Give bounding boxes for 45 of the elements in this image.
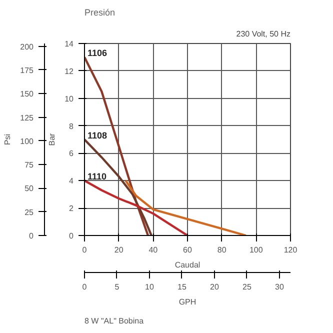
x2-tick-label: 15: [178, 282, 187, 292]
y-tick-label: 6: [69, 149, 74, 158]
text: 230 Volt, 50 Hz: [236, 30, 291, 38]
x2-tick-label: 20: [210, 282, 220, 292]
x2-axis-title: GPH: [178, 298, 196, 306]
chart-title: Presión: [84, 8, 116, 18]
x-tick-label: 100: [249, 246, 264, 254]
y2-tick-label: 0: [29, 232, 34, 240]
x-tick-label: 0: [82, 246, 88, 254]
x-axis-title: Caudal: [174, 260, 200, 270]
y-tick-label: 10: [64, 94, 74, 104]
y-tick-label: 14: [64, 40, 74, 48]
x-tick-label: 60: [183, 246, 192, 254]
y2-axis-title: Psi: [3, 134, 12, 146]
line-series: [84, 180, 189, 236]
y-tick-label: 8: [69, 122, 74, 131]
x2-tick-label: 25: [242, 282, 252, 292]
y2-tick-label: 175: [20, 66, 34, 75]
x2-tick-label: 5: [114, 282, 120, 292]
x-tick-label: 80: [217, 246, 227, 254]
y2-tick-label: 25: [24, 208, 34, 217]
series-label: 1106: [88, 48, 108, 58]
line-series: [84, 138, 153, 236]
x-tick-label: 20: [114, 246, 124, 254]
x2-tick-label: 0: [82, 282, 88, 292]
x2-tick-label: 30: [275, 282, 284, 292]
y-tick-label: 4: [69, 176, 74, 186]
y-tick-label: 2: [69, 204, 74, 214]
x-tick-label: 40: [148, 246, 158, 254]
y-tick-label: 0: [69, 232, 74, 240]
y2-tick-label: 200: [20, 42, 34, 52]
y2-tick-label: 50: [24, 184, 34, 194]
line-series: [84, 56, 150, 236]
text: 8 W "AL" Bobina: [84, 316, 144, 326]
series-label: 1110: [88, 172, 107, 182]
y2-tick-label: 100: [20, 136, 34, 146]
line-series: [124, 180, 247, 236]
series-label: 1108: [88, 130, 108, 140]
y2-tick-label: 125: [20, 113, 34, 122]
x-tick-label: 120: [284, 246, 298, 254]
y2-tick-label: 150: [20, 90, 34, 99]
y-tick-label: 12: [64, 66, 74, 76]
x2-tick-label: 10: [145, 282, 154, 292]
y2-tick-label: 75: [24, 160, 34, 170]
y-axis-title: Bar: [48, 132, 57, 146]
